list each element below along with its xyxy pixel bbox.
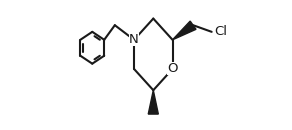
Polygon shape <box>148 90 158 114</box>
Polygon shape <box>173 21 196 40</box>
Text: O: O <box>167 63 178 76</box>
Text: Cl: Cl <box>214 25 227 38</box>
Text: N: N <box>129 33 139 46</box>
